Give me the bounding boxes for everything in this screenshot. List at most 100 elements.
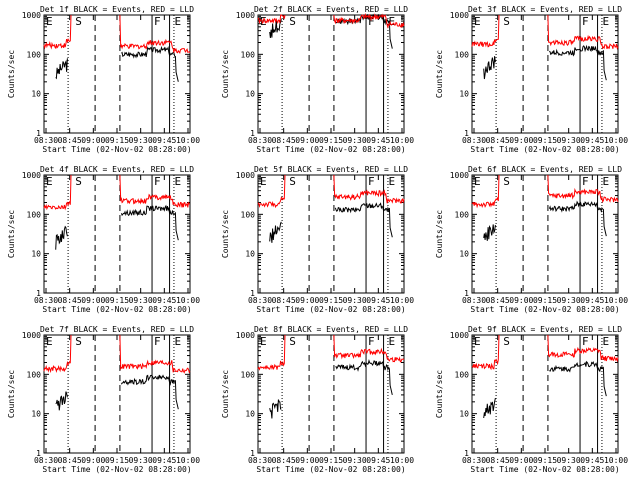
- x-axis-label: Start Time (02-Nov-02 08:28:00): [42, 305, 191, 314]
- x-tick-label: 09:15: [105, 456, 129, 465]
- series-line-events: [269, 399, 282, 419]
- x-axis-label: Start Time (02-Nov-02 08:28:00): [470, 305, 619, 314]
- x-axis-label: Start Time (02-Nov-02 08:28:00): [470, 145, 619, 154]
- y-axis-label: Counts/sec: [7, 370, 16, 418]
- event-marker-s: S: [289, 175, 296, 188]
- chart-panel-3: Det 3f BLACK = Events, RED = LLD 1 10 100 10…: [435, 5, 628, 154]
- x-axis-label: Start Time (02-Nov-02 08:28:00): [256, 145, 405, 154]
- y-tick-label: 1: [464, 449, 469, 458]
- series-line-lld: [43, 334, 72, 374]
- series-line-lld: [257, 334, 286, 371]
- y-tick-label: 10: [31, 410, 41, 419]
- series-line-events: [269, 19, 282, 38]
- event-marker-e: E: [46, 15, 53, 28]
- plot-frame: [257, 14, 405, 134]
- x-tick-label: 08:30: [462, 456, 486, 465]
- x-tick-label: 09:15: [319, 456, 343, 465]
- event-marker-f: F: [368, 15, 375, 28]
- series-line-events: [120, 374, 179, 410]
- x-tick-label: 09:45: [580, 296, 604, 305]
- series-line-events: [269, 221, 282, 243]
- x-tick-label: 08:45: [486, 296, 510, 305]
- y-tick-label: 100: [455, 370, 470, 379]
- x-tick-label: 10:00: [604, 136, 628, 145]
- x-tick-label: 09:30: [343, 136, 367, 145]
- y-tick-label: 1: [36, 129, 41, 138]
- event-marker-e: E: [388, 175, 395, 188]
- y-tick-label: 1: [36, 289, 41, 298]
- y-tick-label: 100: [27, 210, 42, 219]
- event-marker-e: E: [602, 175, 609, 188]
- x-tick-label: 10:00: [604, 456, 628, 465]
- y-tick-label: 100: [455, 50, 470, 59]
- event-marker-f: F: [154, 335, 161, 348]
- x-tick-label: 09:30: [343, 296, 367, 305]
- x-tick-label: 09:00: [295, 296, 319, 305]
- x-tick-label: 09:45: [152, 136, 176, 145]
- plot-frame: [43, 14, 191, 134]
- plot-frame: [471, 334, 619, 454]
- plot-frame: [43, 174, 191, 294]
- x-tick-label: 08:30: [34, 296, 58, 305]
- x-tick-label: 09:00: [509, 296, 533, 305]
- chart-title: Det 8f BLACK = Events, RED = LLD: [254, 325, 408, 334]
- x-tick-label: 09:00: [295, 456, 319, 465]
- x-tick-label: 09:45: [580, 136, 604, 145]
- y-tick-label: 1000: [450, 171, 469, 180]
- series-line-lld: [471, 14, 500, 48]
- event-marker-s: S: [75, 15, 82, 28]
- x-tick-label: 09:30: [557, 456, 581, 465]
- chart-panel-1: Det 1f BLACK = Events, RED = LLD 1 10 100 10…: [7, 5, 200, 154]
- x-tick-label: 09:15: [105, 136, 129, 145]
- series-line-events: [334, 202, 393, 238]
- event-marker-e: E: [388, 335, 395, 348]
- event-marker-e: E: [260, 335, 267, 348]
- event-marker-e: E: [174, 175, 181, 188]
- event-marker-f: F: [368, 335, 375, 348]
- y-tick-label: 10: [31, 250, 41, 259]
- x-tick-label: 08:45: [58, 296, 82, 305]
- x-tick-label: 09:45: [152, 296, 176, 305]
- event-marker-s: S: [75, 175, 82, 188]
- y-axis-label: Counts/sec: [7, 210, 16, 258]
- x-tick-label: 08:45: [58, 456, 82, 465]
- x-tick-label: 08:45: [58, 136, 82, 145]
- y-tick-label: 1: [36, 449, 41, 458]
- y-tick-label: 100: [241, 370, 256, 379]
- x-axis-label: Start Time (02-Nov-02 08:28:00): [470, 465, 619, 474]
- x-axis-label: Start Time (02-Nov-02 08:28:00): [256, 465, 405, 474]
- x-axis-label: Start Time (02-Nov-02 08:28:00): [42, 465, 191, 474]
- x-tick-label: 09:30: [557, 136, 581, 145]
- series-line-lld: [547, 14, 619, 50]
- event-marker-e: E: [174, 335, 181, 348]
- x-tick-label: 08:30: [462, 136, 486, 145]
- x-tick-label: 08:45: [272, 136, 296, 145]
- event-marker-s: S: [75, 335, 82, 348]
- y-axis-label: Counts/sec: [7, 50, 16, 98]
- x-tick-label: 09:15: [105, 296, 129, 305]
- series-line-events: [55, 391, 68, 411]
- event-marker-f: F: [154, 15, 161, 28]
- series-line-events: [483, 56, 496, 80]
- series-line-lld: [119, 174, 190, 208]
- series-line-events: [483, 224, 496, 241]
- y-tick-label: 1000: [450, 331, 469, 340]
- x-axis-label: Start Time (02-Nov-02 08:28:00): [256, 305, 405, 314]
- series-line-lld: [333, 334, 405, 363]
- chart-title: Det 7f BLACK = Events, RED = LLD: [40, 325, 194, 334]
- event-marker-s: S: [503, 15, 510, 28]
- x-tick-label: 10:00: [176, 456, 200, 465]
- x-tick-label: 09:15: [319, 136, 343, 145]
- series-line-lld: [43, 174, 72, 211]
- x-tick-label: 08:45: [272, 456, 296, 465]
- x-tick-label: 08:45: [272, 296, 296, 305]
- event-marker-f: F: [368, 175, 375, 188]
- y-tick-label: 1000: [22, 331, 41, 340]
- y-tick-label: 1: [464, 129, 469, 138]
- series-line-lld: [257, 14, 286, 25]
- x-tick-label: 08:30: [248, 456, 272, 465]
- y-axis-label: Counts/sec: [435, 50, 444, 98]
- series-line-events: [55, 225, 68, 250]
